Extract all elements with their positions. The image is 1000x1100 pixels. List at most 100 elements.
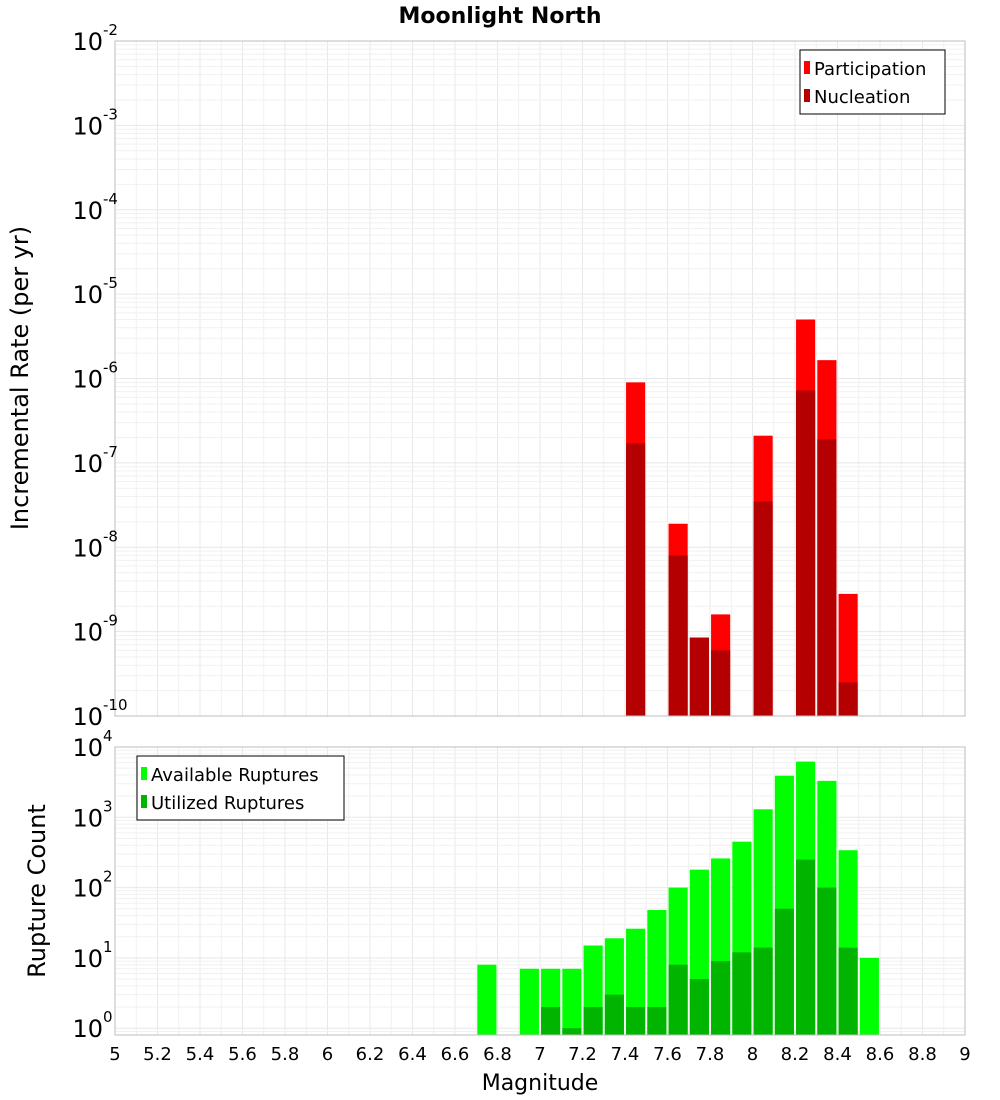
x-tick-label: 8.6 <box>866 1044 895 1065</box>
y-tick-exponent: 2 <box>103 868 113 886</box>
rate-bar-nucleation <box>817 439 837 716</box>
x-tick-label: 8.2 <box>781 1044 810 1065</box>
x-tick-label: 5 <box>109 1044 120 1065</box>
legend-swatch <box>141 795 147 808</box>
y-tick-label: 10 <box>72 197 103 225</box>
top-plot-bars <box>626 319 858 716</box>
legend-label: Utilized Ruptures <box>151 793 304 814</box>
y-tick-exponent: -4 <box>103 190 118 208</box>
x-tick-label: 6.2 <box>356 1044 385 1065</box>
count-bar-available-ruptures <box>477 964 497 1035</box>
y-tick-exponent: -9 <box>103 612 118 630</box>
legend-swatch <box>141 767 147 780</box>
y-tick-label: 10 <box>72 450 103 478</box>
count-bar-available-ruptures <box>859 957 879 1035</box>
y-tick-exponent: 0 <box>103 1008 113 1026</box>
x-tick-label: 7 <box>534 1044 545 1065</box>
rate-bar-nucleation <box>753 501 773 716</box>
count-bar-utilized-ruptures <box>668 964 688 1035</box>
y-tick-label: 10 <box>72 28 103 56</box>
y-tick-label: 10 <box>72 366 103 394</box>
y-tick-label: 10 <box>72 703 103 731</box>
x-tick-label: 7.8 <box>696 1044 725 1065</box>
chart-title: Moonlight North <box>398 4 601 29</box>
y-tick-exponent: 1 <box>103 938 113 956</box>
y-tick-label: 10 <box>72 734 103 762</box>
x-tick-label: 6.6 <box>441 1044 470 1065</box>
x-tick-label: 7.6 <box>653 1044 682 1065</box>
y-tick-label: 10 <box>72 619 103 647</box>
legend-label: Participation <box>814 59 926 80</box>
y-tick-exponent: -8 <box>103 527 118 545</box>
x-tick-label: 5.8 <box>271 1044 300 1065</box>
rate-bar-nucleation <box>711 650 731 716</box>
x-tick-label: 6.8 <box>483 1044 512 1065</box>
count-bar-utilized-ruptures <box>689 979 709 1035</box>
y-tick-exponent: -5 <box>103 274 118 292</box>
y-tick-label: 10 <box>72 281 103 309</box>
y-tick-exponent: -6 <box>103 359 118 377</box>
rate-bar-nucleation <box>626 443 646 716</box>
rate-bar-nucleation <box>796 390 816 716</box>
count-bar-utilized-ruptures <box>732 952 752 1035</box>
bottom-y-axis-label: Rupture Count <box>23 804 51 978</box>
y-tick-label: 10 <box>72 534 103 562</box>
count-bar-utilized-ruptures <box>796 859 816 1035</box>
legend-label: Available Ruptures <box>151 765 319 786</box>
top-plot-frame <box>114 40 966 717</box>
legend-box <box>136 755 345 821</box>
y-tick-exponent: 4 <box>103 727 113 745</box>
count-bar-utilized-ruptures <box>774 908 794 1035</box>
count-bar-utilized-ruptures <box>562 1028 582 1035</box>
count-bar-available-ruptures <box>519 968 539 1035</box>
y-tick-label: 10 <box>72 945 103 973</box>
top-y-axis-label: Incremental Rate (per yr) <box>6 226 34 530</box>
y-tick-label: 10 <box>72 1015 103 1043</box>
y-tick-exponent: -10 <box>103 696 128 714</box>
x-tick-label: 5.6 <box>228 1044 257 1065</box>
x-tick-label: 6 <box>322 1044 333 1065</box>
count-bar-utilized-ruptures <box>753 947 773 1035</box>
x-tick-label: 5.4 <box>186 1044 215 1065</box>
bottom-legend: Available Ruptures Utilized Ruptures <box>136 755 345 821</box>
legend-label: Nucleation <box>814 87 910 108</box>
x-tick-label: 5.2 <box>143 1044 172 1065</box>
legend-box <box>799 49 946 115</box>
count-bar-available-ruptures <box>647 910 667 1035</box>
x-tick-label: 7.2 <box>568 1044 597 1065</box>
x-tick-label: 7.4 <box>611 1044 640 1065</box>
count-bar-utilized-ruptures <box>817 887 837 1035</box>
rate-bar-nucleation <box>838 682 858 716</box>
top-plot-grid <box>114 40 966 717</box>
rate-bar-nucleation <box>689 637 709 716</box>
legend-swatch <box>804 89 810 102</box>
count-bar-utilized-ruptures <box>711 961 731 1035</box>
bottom-plot-bars <box>477 761 879 1035</box>
x-tick-labels: 5 5.2 5.4 5.6 5.8 6 6.2 6.4 6.6 6.8 7 7.2 7.4 7.6 7.8 8… <box>109 1044 970 1065</box>
count-bar-utilized-ruptures <box>626 1007 646 1035</box>
x-tick-label: 8.8 <box>908 1044 937 1065</box>
count-bar-available-ruptures <box>562 968 582 1035</box>
top-legend: Participation Nucleation <box>799 49 946 115</box>
x-tick-label: 9 <box>959 1044 970 1065</box>
rate-bar-nucleation <box>668 555 688 716</box>
count-bar-utilized-ruptures <box>583 1007 603 1035</box>
y-tick-exponent: -3 <box>103 105 118 123</box>
x-tick-label: 8.4 <box>823 1044 852 1065</box>
count-bar-utilized-ruptures <box>604 994 624 1035</box>
x-tick-label: 8 <box>747 1044 758 1065</box>
y-tick-exponent: -7 <box>103 443 118 461</box>
x-tick-label: 6.4 <box>398 1044 427 1065</box>
count-bar-utilized-ruptures <box>838 947 858 1035</box>
y-tick-label: 10 <box>72 804 103 832</box>
y-tick-exponent: -2 <box>103 21 118 39</box>
x-axis-label: Magnitude <box>482 1071 599 1096</box>
legend-swatch <box>804 61 810 74</box>
y-tick-label: 10 <box>72 112 103 140</box>
count-bar-utilized-ruptures <box>647 1007 667 1035</box>
bottom-plot-frame <box>114 746 966 1036</box>
y-tick-exponent: 3 <box>103 797 113 815</box>
